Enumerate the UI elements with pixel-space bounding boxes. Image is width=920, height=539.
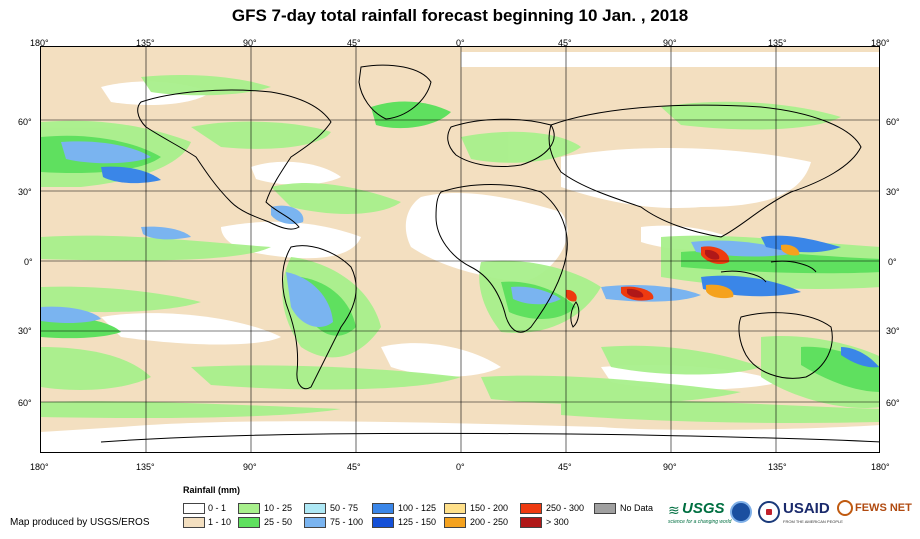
legend-swatch	[183, 503, 205, 514]
lon-tick: 90°	[663, 38, 677, 48]
legend-label: 50 - 75	[330, 503, 359, 513]
legend-swatch	[183, 517, 205, 528]
noaa-seal-icon	[730, 501, 752, 523]
legend-label: 250 - 300	[546, 503, 585, 513]
legend-label: 0 - 1	[208, 503, 227, 513]
legend-swatch	[304, 517, 326, 528]
lon-tick: 45°	[347, 38, 361, 48]
lon-tick: 135°	[768, 38, 787, 48]
legend-swatch	[304, 503, 326, 514]
lat-tick: 60°	[886, 117, 900, 127]
legend-swatch	[520, 503, 542, 514]
legend-swatch	[372, 517, 394, 528]
lon-tick: 45°	[558, 38, 572, 48]
lat-tick: 60°	[18, 117, 32, 127]
fews-logo-text: FEWS NET	[855, 502, 912, 514]
legend-label: 1 - 10	[208, 517, 232, 527]
lon-tick: 180°	[30, 462, 49, 472]
lat-tick: 30°	[886, 187, 900, 197]
fews-globe-icon	[837, 500, 853, 516]
usaid-tagline: FROM THE AMERICAN PEOPLE	[783, 519, 843, 524]
lon-tick: 180°	[30, 38, 49, 48]
usgs-wave-icon: ≋	[668, 502, 680, 518]
lon-tick: 45°	[558, 462, 572, 472]
lat-tick: 0°	[24, 257, 33, 267]
legend-swatch	[238, 517, 260, 528]
legend-swatch	[594, 503, 616, 514]
lon-tick: 90°	[243, 462, 257, 472]
legend-title: Rainfall (mm)	[183, 485, 241, 495]
legend-label: No Data	[620, 503, 654, 513]
legend-swatch	[520, 517, 542, 528]
lon-tick: 0°	[456, 38, 465, 48]
fews-net-logo: FEWS NET	[837, 500, 917, 530]
legend-swatch	[238, 503, 260, 514]
lat-tick: 30°	[886, 326, 900, 336]
rainfall-map[interactable]	[40, 46, 880, 453]
lon-tick: 0°	[456, 462, 465, 472]
lon-tick: 45°	[347, 462, 361, 472]
legend-label: 150 - 200	[470, 503, 509, 513]
lon-tick: 180°	[871, 38, 890, 48]
legend-label: 75 - 100	[330, 517, 364, 527]
lon-tick: 180°	[871, 462, 890, 472]
lat-tick: 30°	[18, 187, 32, 197]
map-canvas	[41, 47, 879, 452]
legend-swatch	[444, 503, 466, 514]
lon-tick: 135°	[136, 38, 155, 48]
lon-tick: 90°	[663, 462, 677, 472]
lon-tick: 135°	[768, 462, 787, 472]
legend-swatch	[372, 503, 394, 514]
legend-label: 200 - 250	[470, 517, 509, 527]
usgs-logo-text: USGS	[682, 500, 725, 517]
lon-tick: 90°	[243, 38, 257, 48]
rain-heavy	[565, 244, 800, 302]
legend-label: 25 - 50	[264, 517, 293, 527]
credit-text: Map produced by USGS/EROS	[10, 517, 150, 528]
usaid-logo-text: USAID	[783, 500, 830, 517]
lat-tick: 30°	[18, 326, 32, 336]
usgs-logo: USGS ≋ science for a changing world	[668, 500, 731, 530]
usgs-tagline: science for a changing world	[668, 519, 732, 525]
dhs-seal-icon	[758, 501, 780, 523]
lat-tick: 60°	[886, 398, 900, 408]
legend-label: 100 - 125	[398, 503, 437, 513]
graticule	[41, 47, 879, 452]
lat-tick: 0°	[888, 257, 897, 267]
legend-label: 10 - 25	[264, 503, 293, 513]
legend-label: > 300	[546, 517, 569, 527]
usaid-logo: USAID FROM THE AMERICAN PEOPLE	[783, 500, 843, 530]
lon-tick: 135°	[136, 462, 155, 472]
lat-tick: 60°	[18, 398, 32, 408]
map-title: GFS 7-day total rainfall forecast beginn…	[231, 6, 689, 25]
legend-swatch	[444, 517, 466, 528]
legend-label: 125 - 150	[398, 517, 437, 527]
